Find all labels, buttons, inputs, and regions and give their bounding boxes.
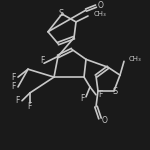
Text: CH₃: CH₃	[129, 56, 142, 62]
Text: F: F	[11, 82, 15, 91]
Text: F: F	[11, 73, 15, 82]
Text: F: F	[98, 90, 102, 99]
Text: S: S	[58, 9, 64, 18]
Text: O: O	[98, 1, 104, 10]
Text: F: F	[40, 56, 44, 65]
Text: CH₃: CH₃	[94, 11, 107, 17]
Text: S: S	[112, 87, 118, 96]
Text: F: F	[80, 94, 84, 103]
Text: F: F	[27, 102, 31, 111]
Text: F: F	[15, 96, 19, 105]
Text: O: O	[102, 116, 108, 125]
